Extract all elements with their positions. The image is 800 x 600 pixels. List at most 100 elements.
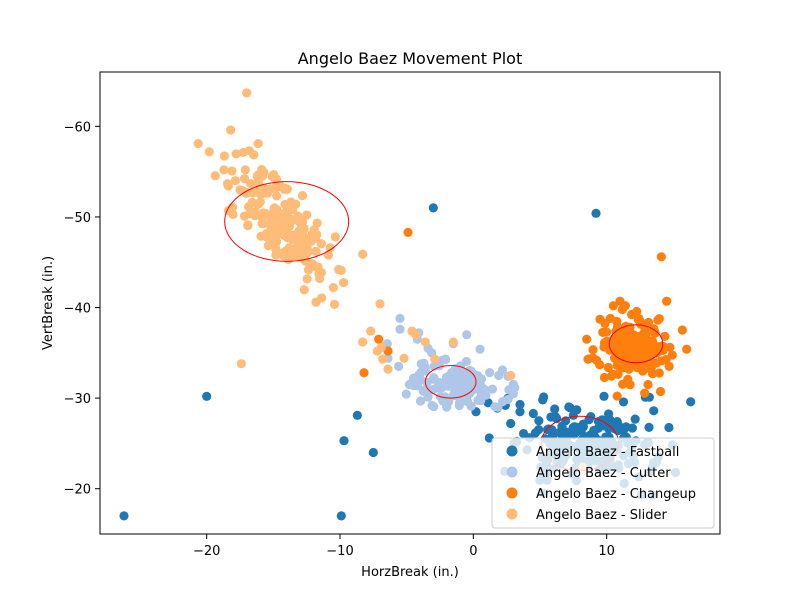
data-point xyxy=(635,344,645,354)
data-point xyxy=(508,388,518,399)
data-point xyxy=(483,398,493,408)
data-point xyxy=(279,251,289,261)
data-point xyxy=(254,173,264,183)
data-point xyxy=(352,410,362,420)
legend-label-fastball: Angelo Baez - Fastball xyxy=(536,445,679,460)
data-point xyxy=(640,388,650,398)
x-tick-label: 10 xyxy=(598,544,615,559)
data-point xyxy=(515,407,525,417)
data-point xyxy=(534,416,544,426)
data-point xyxy=(368,447,378,458)
data-point xyxy=(296,252,306,262)
data-point xyxy=(280,183,290,193)
data-point xyxy=(476,390,486,400)
legend-marker-slider xyxy=(506,508,518,520)
data-point xyxy=(383,364,393,374)
data-point xyxy=(682,344,692,354)
data-point xyxy=(374,334,384,344)
data-point xyxy=(475,344,485,354)
data-point xyxy=(223,181,233,191)
data-point xyxy=(564,402,574,412)
data-point xyxy=(538,395,548,405)
data-point xyxy=(591,355,602,365)
data-point xyxy=(462,330,472,340)
data-point xyxy=(273,226,283,236)
data-point xyxy=(543,424,554,434)
data-point xyxy=(309,225,319,235)
data-point xyxy=(311,297,321,307)
data-point xyxy=(618,379,628,389)
legend-marker-fastball xyxy=(506,445,518,457)
legend-label-slider: Angelo Baez - Slider xyxy=(536,508,667,523)
data-point xyxy=(303,265,314,275)
y-tick-label: −30 xyxy=(64,392,91,407)
data-point xyxy=(460,394,471,405)
data-point xyxy=(338,278,349,288)
data-point xyxy=(658,345,668,356)
y-tick-label: −60 xyxy=(64,120,91,135)
data-point xyxy=(239,174,250,184)
legend: Angelo Baez - Fastball Angelo Baez - Cut… xyxy=(491,437,715,529)
data-point xyxy=(265,218,276,228)
data-point xyxy=(243,220,253,230)
data-point xyxy=(632,306,642,317)
data-point xyxy=(508,379,518,389)
data-point xyxy=(302,274,312,284)
data-point xyxy=(528,408,538,419)
data-point xyxy=(262,232,272,242)
data-point xyxy=(395,324,405,334)
data-point xyxy=(618,397,629,407)
data-point xyxy=(644,317,654,327)
data-point xyxy=(608,301,618,311)
data-point xyxy=(297,190,308,201)
data-point xyxy=(359,368,369,378)
data-point xyxy=(394,361,404,372)
data-point xyxy=(420,366,430,376)
data-point xyxy=(466,372,476,383)
data-point xyxy=(582,334,592,344)
data-point xyxy=(643,379,653,390)
data-point xyxy=(253,139,263,149)
data-point xyxy=(226,125,236,135)
data-point xyxy=(202,391,212,401)
data-point xyxy=(235,185,245,195)
data-point xyxy=(609,353,620,363)
data-point xyxy=(490,402,500,412)
data-point xyxy=(453,385,463,395)
data-point xyxy=(614,421,624,431)
data-point xyxy=(399,353,409,363)
data-point xyxy=(204,147,214,157)
y-tick-label: −20 xyxy=(64,483,91,498)
data-point xyxy=(316,239,326,249)
data-point xyxy=(633,315,643,325)
data-point xyxy=(288,234,299,244)
data-point xyxy=(272,191,282,201)
legend-label-changeup: Angelo Baez - Changeup xyxy=(536,487,696,502)
data-point xyxy=(240,165,250,175)
data-point xyxy=(601,327,612,337)
legend-label-cutter: Angelo Baez - Cutter xyxy=(536,466,671,481)
data-point xyxy=(515,399,525,410)
data-point xyxy=(263,241,273,251)
confidence-ellipse-1 xyxy=(424,365,477,399)
data-point xyxy=(210,171,220,181)
data-point xyxy=(310,233,321,243)
data-point xyxy=(662,296,672,306)
data-point xyxy=(411,330,421,340)
data-point xyxy=(219,165,229,175)
data-point xyxy=(621,349,631,359)
data-point xyxy=(612,391,622,401)
data-point xyxy=(442,402,452,412)
data-point xyxy=(589,425,599,436)
data-point xyxy=(219,151,229,161)
data-point xyxy=(664,422,674,433)
y-axis-label: VertBreak (in.) xyxy=(41,256,56,350)
data-point xyxy=(422,377,432,388)
data-point xyxy=(266,184,276,194)
data-point xyxy=(454,400,464,411)
data-point xyxy=(378,354,388,364)
data-point xyxy=(534,425,544,435)
data-point xyxy=(647,369,658,379)
data-point xyxy=(419,358,429,368)
data-point xyxy=(415,396,426,406)
